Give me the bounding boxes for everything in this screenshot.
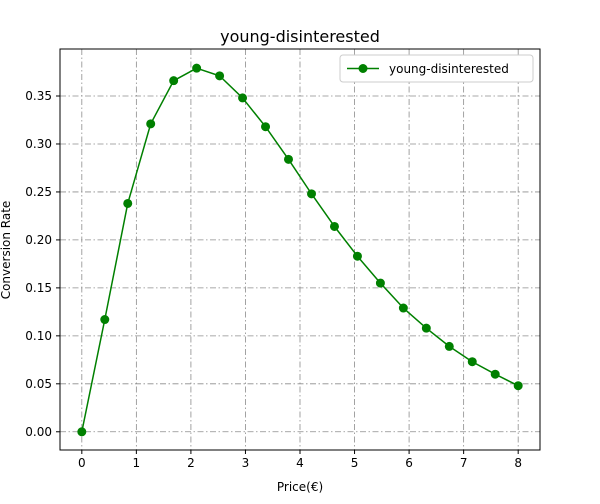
y-tick-label: 0.10 bbox=[25, 329, 52, 343]
x-tick-label: 2 bbox=[187, 456, 195, 470]
x-axis-label: Price(€) bbox=[277, 480, 323, 494]
legend-label: young-disinterested bbox=[389, 62, 509, 76]
data-point bbox=[398, 303, 408, 313]
tick-layer: 0 1 2 3 4 5 6 7 8 0.00 0.05 0.10 0.15 0.20 0.25 0.30 0.3… bbox=[25, 89, 522, 470]
x-tick-label: 3 bbox=[242, 456, 250, 470]
y-tick-label: 0.15 bbox=[25, 281, 52, 295]
legend: young-disinterested bbox=[339, 54, 534, 83]
data-point bbox=[421, 323, 431, 333]
x-tick-label: 1 bbox=[133, 456, 141, 470]
series-layer bbox=[77, 63, 523, 437]
data-point bbox=[490, 369, 500, 379]
y-tick-label: 0.30 bbox=[25, 137, 52, 151]
chart-title: young-disinterested bbox=[220, 27, 380, 46]
data-point bbox=[123, 198, 133, 208]
legend-marker-swatch bbox=[358, 64, 368, 73]
data-point bbox=[513, 381, 523, 391]
x-tick-label: 0 bbox=[78, 456, 86, 470]
data-point bbox=[215, 71, 225, 81]
x-tick-label: 5 bbox=[351, 456, 359, 470]
data-point bbox=[238, 93, 248, 103]
data-point bbox=[283, 154, 293, 164]
grid-layer bbox=[60, 49, 540, 450]
series-line bbox=[81, 67, 519, 432]
data-point bbox=[352, 251, 362, 261]
x-tick-label: 4 bbox=[296, 456, 304, 470]
data-point bbox=[329, 221, 339, 231]
y-tick-label: 0.35 bbox=[25, 89, 52, 103]
x-tick-label: 8 bbox=[514, 456, 522, 470]
y-axis-label: Conversion Rate bbox=[0, 201, 13, 300]
data-point bbox=[444, 341, 454, 351]
data-point bbox=[307, 189, 317, 199]
y-tick-label: 0.05 bbox=[25, 377, 52, 391]
y-tick-label: 0.00 bbox=[25, 425, 52, 439]
data-point bbox=[100, 315, 110, 325]
data-point bbox=[169, 76, 179, 86]
y-tick-label: 0.20 bbox=[25, 233, 52, 247]
x-tick-label: 7 bbox=[460, 456, 468, 470]
data-point bbox=[375, 278, 385, 288]
data-point bbox=[467, 357, 477, 367]
data-point bbox=[77, 427, 87, 437]
data-point bbox=[146, 119, 156, 129]
legend-box bbox=[339, 54, 534, 83]
data-point bbox=[192, 63, 202, 73]
data-point bbox=[261, 122, 271, 132]
x-tick-label: 6 bbox=[405, 456, 413, 470]
y-tick-label: 0.25 bbox=[25, 185, 52, 199]
